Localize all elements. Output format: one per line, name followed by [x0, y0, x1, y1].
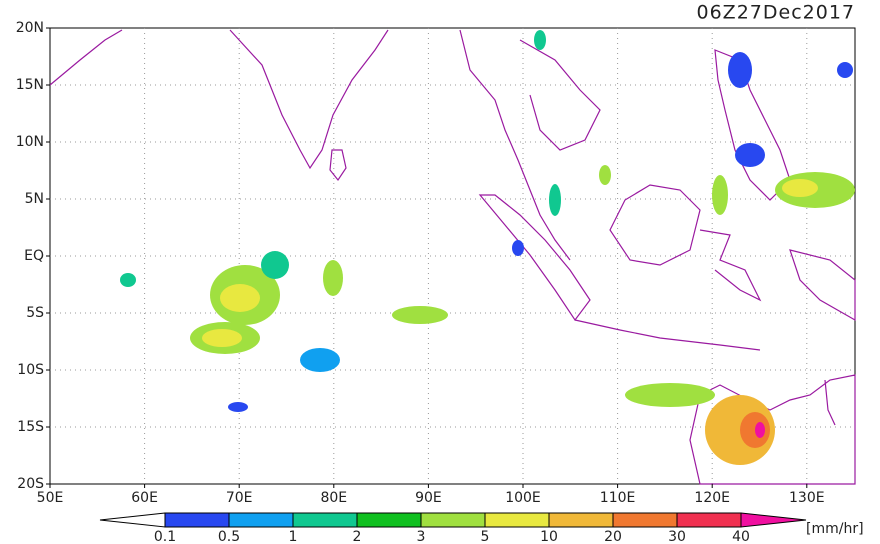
colorbar-label: 0.1 — [154, 529, 176, 544]
colorbar-segment — [164, 512, 230, 528]
lon-label: 100E — [505, 490, 541, 506]
colorbar-label: 2 — [353, 529, 362, 544]
lon-label: 70E — [226, 490, 253, 506]
colorbar-label: 3 — [417, 529, 426, 544]
colorbar-high — [740, 512, 807, 528]
colorbar-low — [99, 512, 166, 528]
lat-label: 5N — [25, 191, 44, 207]
colorbar: 0.1 0.5 1 2 3 5 10 20 30 40 — [99, 512, 807, 544]
lon-label: 120E — [694, 490, 730, 506]
colorbar-segment — [228, 512, 294, 528]
lon-label: 80E — [320, 490, 347, 506]
lon-label: 60E — [131, 490, 158, 506]
lat-label: 15S — [17, 419, 44, 435]
map-title: 06Z27Dec2017 — [697, 2, 856, 24]
colorbar-label: 10 — [540, 529, 558, 544]
colorbar-label: 30 — [668, 529, 686, 544]
lat-label: 20S — [17, 476, 44, 492]
lat-label: 10N — [16, 134, 44, 150]
colorbar-segment — [484, 512, 550, 528]
colorbar-label: 5 — [481, 529, 490, 544]
lat-label: EQ — [24, 248, 44, 264]
colorbar-segment — [420, 512, 486, 528]
lon-label: 90E — [415, 490, 442, 506]
lon-label: 50E — [37, 490, 64, 506]
lon-label: 130E — [789, 490, 825, 506]
lat-label: 5S — [26, 305, 44, 321]
precipitation — [120, 30, 855, 465]
colorbar-label: 1 — [289, 529, 298, 544]
colorbar-label: 40 — [732, 529, 750, 544]
colorbar-label: 20 — [604, 529, 622, 544]
lat-label: 15N — [16, 77, 44, 93]
colorbar-segment — [676, 512, 742, 528]
lat-label: 10S — [17, 362, 44, 378]
legend-unit: [mm/hr] — [806, 521, 864, 537]
colorbar-segment — [356, 512, 422, 528]
colorbar-segment — [292, 512, 358, 528]
lat-label: 20N — [16, 20, 44, 36]
colorbar-label: 0.5 — [218, 529, 240, 544]
colorbar-segment — [612, 512, 678, 528]
lon-label: 110E — [600, 490, 636, 506]
colorbar-segment — [548, 512, 614, 528]
